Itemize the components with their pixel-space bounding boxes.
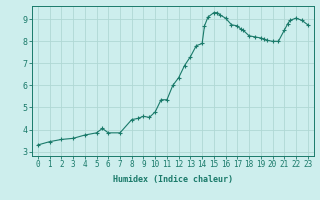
X-axis label: Humidex (Indice chaleur): Humidex (Indice chaleur): [113, 175, 233, 184]
